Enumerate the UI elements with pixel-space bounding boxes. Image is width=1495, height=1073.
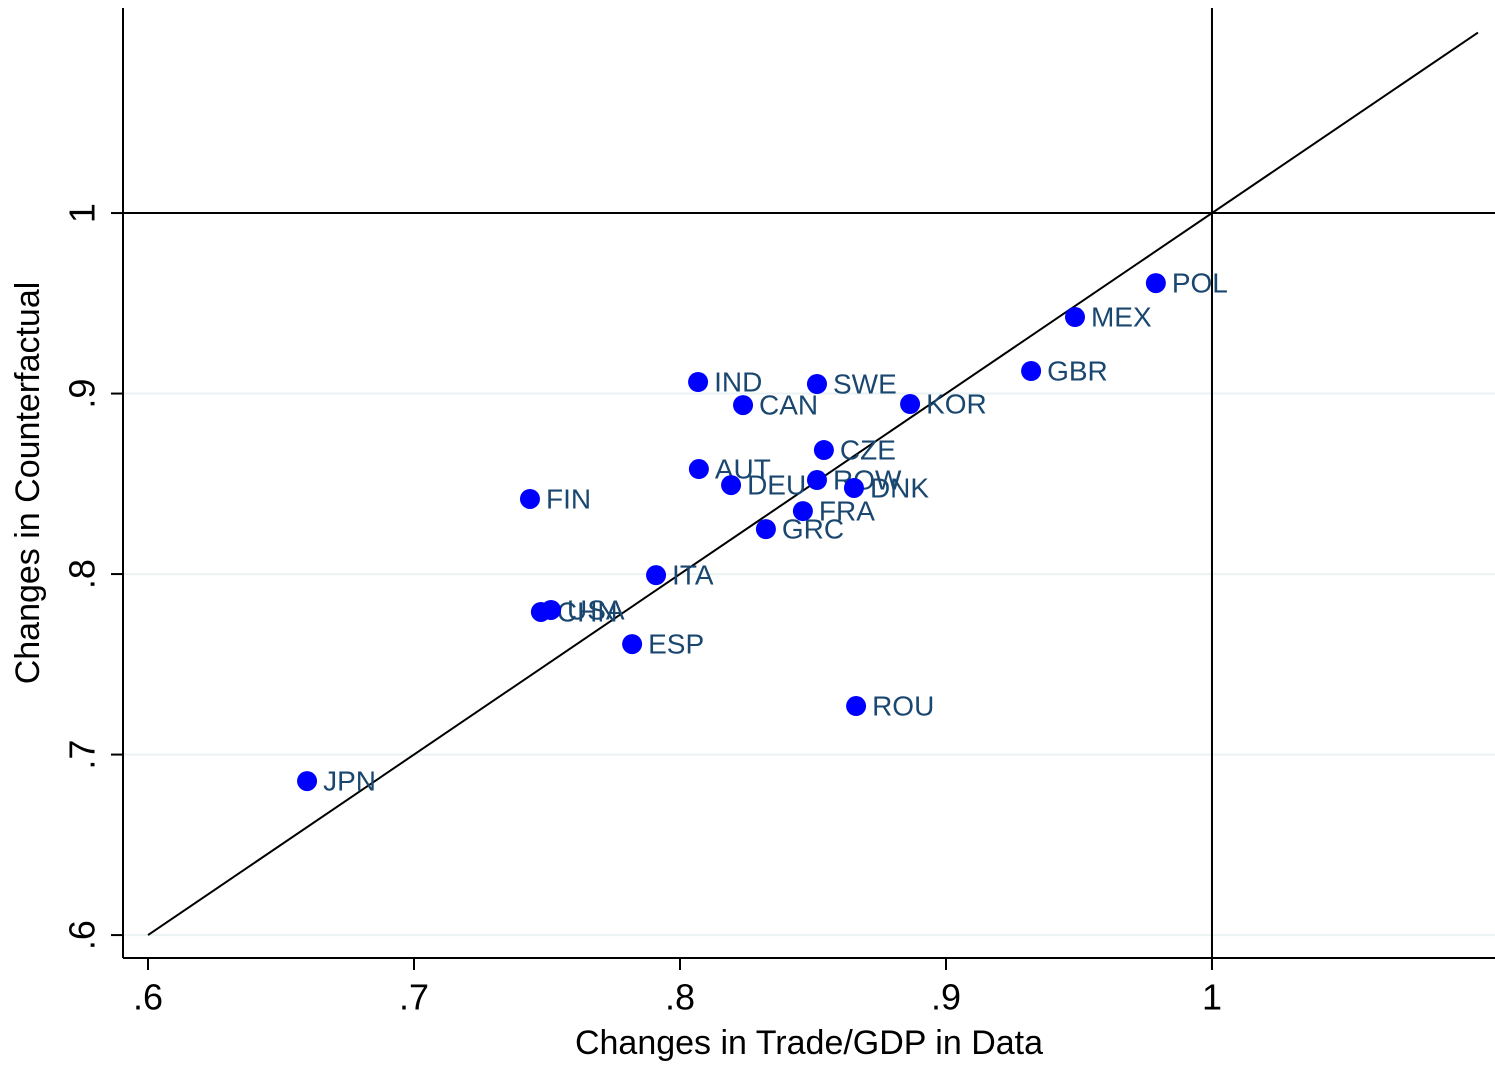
point [297,771,318,792]
point-label: ESP [648,628,704,659]
point [688,372,709,393]
point [688,459,709,480]
point [806,470,827,491]
point-label: CHN [557,596,618,627]
point [540,599,561,620]
point-label: JPN [323,765,376,796]
point [806,373,827,394]
point-label: USA [567,594,625,625]
x-tick-label: .6 [133,977,163,1018]
point-label: MEX [1091,301,1152,332]
y-tick-label: .7 [62,740,103,770]
point [1145,273,1166,294]
y-tick-label: .9 [62,379,103,409]
point-label: GRC [782,514,844,545]
point-label: SWE [833,368,897,399]
point [792,501,813,522]
point [721,475,742,496]
point [519,488,540,509]
y-axis-title: Changes in Counterfactual [9,282,47,685]
x-tick-label: .8 [665,977,695,1018]
y-tick-label: .6 [62,920,103,950]
point-label: IND [714,366,762,397]
point-label: FRA [819,495,875,526]
point [846,696,867,717]
point [900,394,921,415]
point-label: DNK [870,472,929,503]
y-tick-label: 1 [62,203,103,223]
point [755,519,776,540]
point [843,477,864,498]
point-label: ITA [672,560,714,591]
point-label: POL [1172,267,1228,298]
point-label: ROU [872,690,934,721]
point-label: CZE [840,434,896,465]
point-label: GBR [1047,355,1108,386]
x-tick-label: .9 [931,977,961,1018]
point [733,395,754,416]
x-axis-title: Changes in Trade/GDP in Data [575,1024,1043,1062]
x-tick-label: 1 [1202,977,1222,1018]
point [622,634,643,655]
y-tick-label: .8 [62,559,103,589]
point [1021,360,1042,381]
point-label: KOR [926,388,987,419]
point [646,565,667,586]
point-label: FIN [546,483,591,514]
point [813,440,834,461]
x-tick-label: .7 [399,977,429,1018]
point-label: DEU [747,469,806,500]
point-label: CAN [759,390,818,421]
point [1064,307,1085,328]
